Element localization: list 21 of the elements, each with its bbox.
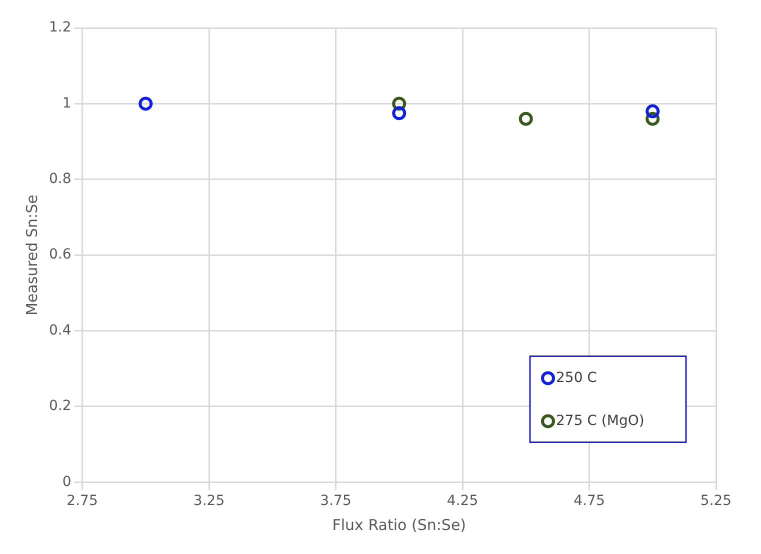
- point: [646, 104, 660, 118]
- x-tick-label: 4.25: [446, 493, 478, 510]
- x-tick-label: 3.25: [193, 493, 225, 510]
- y-tick-label: 0: [62, 474, 72, 490]
- x-tick-label: 3.75: [320, 493, 352, 510]
- y-tick-label: 0.8: [49, 171, 72, 188]
- y-tick-label: 1: [62, 95, 72, 112]
- y-tick-label: 1.2: [49, 20, 72, 36]
- y-tick-label: 0.2: [49, 398, 72, 414]
- x-axis-title: Flux Ratio (Sn:Se): [332, 516, 466, 534]
- point: [392, 106, 406, 120]
- point: [138, 96, 153, 111]
- point: [518, 112, 533, 126]
- y-tick-label: 0.4: [49, 322, 72, 338]
- x-tick-label: 4.75: [574, 493, 605, 510]
- legend-label: 275 C (MgO): [556, 412, 644, 429]
- x-tick-label: 5.25: [700, 493, 732, 510]
- y-axis-title: Measured Sn:Se: [22, 194, 41, 316]
- x-tick-label: 2.75: [66, 493, 98, 510]
- legend-label: 250 C: [556, 370, 598, 386]
- y-tick-label: 0.6: [49, 246, 72, 263]
